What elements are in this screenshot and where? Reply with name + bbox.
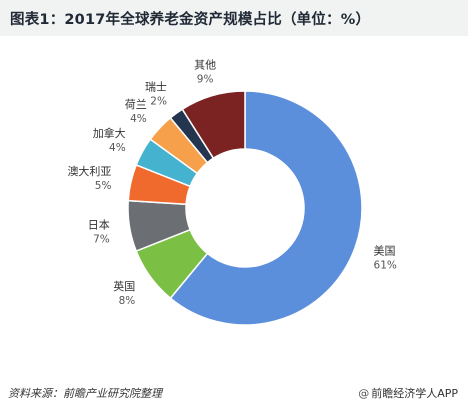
donut-slice-8	[181, 90, 246, 160]
donut-chart: 美国 61% 英国 8% 日本 7% 澳大利亚 5% 加拿大 4% 荷兰 4% 瑞士 2% 其他 9%	[67, 59, 397, 326]
slice-value-1: 61%	[374, 259, 397, 271]
donut-slice-1	[169, 90, 363, 326]
brand-text: 前瞻经济学人APP	[371, 387, 458, 400]
slice-label-2: 英国	[113, 279, 135, 293]
title-bar: 图表1：2017年全球养老金资产规模占比（单位：%）	[0, 0, 468, 36]
slice-label-8: 其他	[194, 59, 216, 72]
slice-value-6: 4%	[130, 113, 147, 125]
brand-label: @ 前瞻经济学人APP	[358, 385, 458, 401]
at-sign-icon: @	[358, 387, 370, 400]
slice-label-5: 加拿大	[93, 126, 126, 140]
slice-label-7: 瑞士	[145, 79, 167, 93]
slice-label-1: 美国	[374, 244, 396, 257]
source-note: 资料来源：前瞻产业研究院整理	[8, 387, 162, 400]
chart-title: 图表1：2017年全球养老金资产规模占比（单位：%）	[10, 12, 371, 28]
slice-value-5: 4%	[109, 142, 126, 154]
slice-label-4: 澳大利亚	[67, 164, 111, 178]
slice-value-3: 7%	[93, 233, 110, 245]
slice-value-2: 8%	[119, 295, 136, 307]
slice-label-6: 荷兰	[125, 98, 147, 111]
slice-label-3: 日本	[88, 217, 110, 231]
slice-value-4: 5%	[95, 180, 112, 192]
slice-value-8: 9%	[197, 74, 214, 86]
slice-value-7: 2%	[150, 95, 167, 107]
